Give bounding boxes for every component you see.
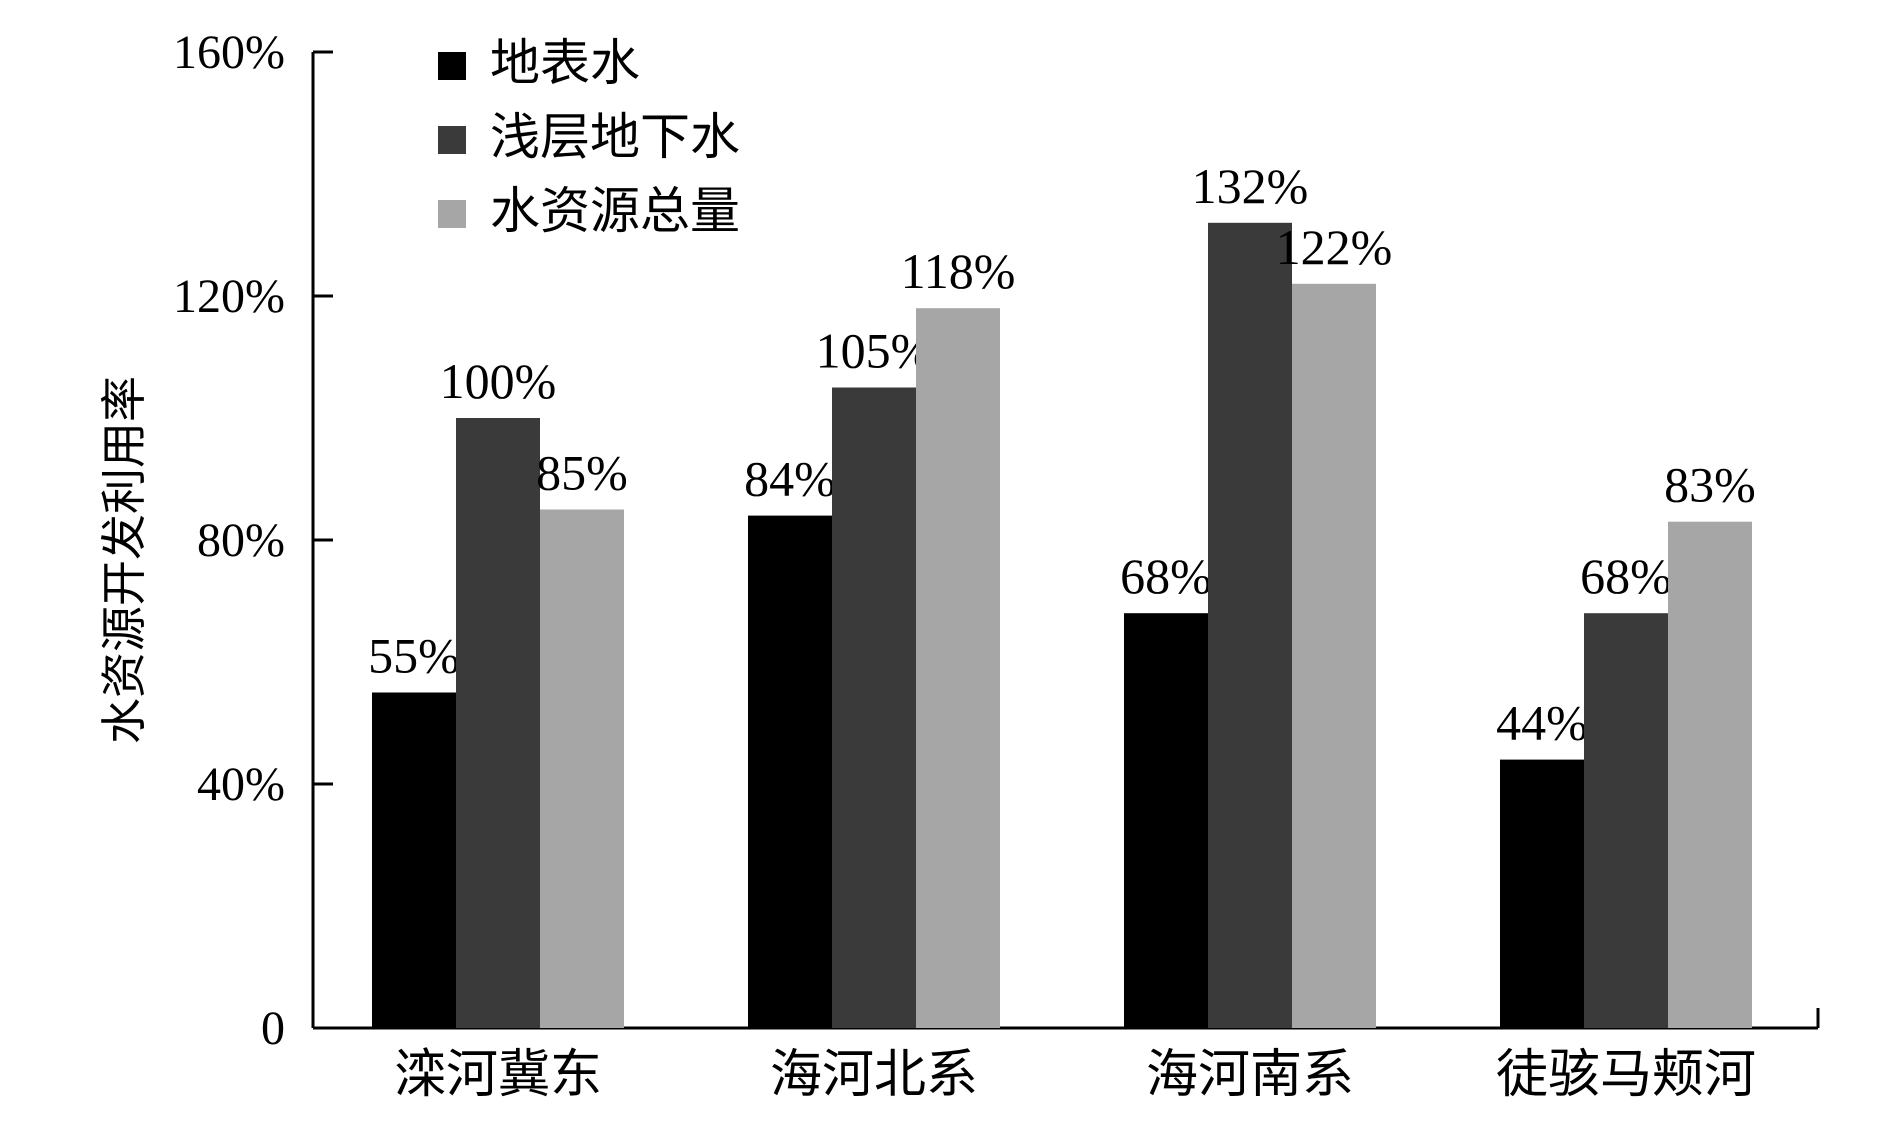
bar	[916, 308, 1000, 1028]
data-label: 105%	[816, 323, 933, 379]
bar	[456, 418, 540, 1028]
y-tick-label: 40%	[197, 758, 285, 811]
data-label: 83%	[1664, 457, 1756, 513]
x-category-label: 徒骇马颊河	[1496, 1045, 1756, 1105]
bar	[1584, 613, 1668, 1028]
y-tick-label: 0	[261, 1002, 285, 1055]
x-category-label: 海河南系	[1146, 1045, 1354, 1105]
legend-swatch	[438, 200, 466, 228]
data-label: 122%	[1276, 219, 1393, 275]
data-label: 100%	[440, 353, 557, 409]
legend-label: 地表水	[490, 34, 640, 92]
bar	[372, 692, 456, 1028]
bar	[1292, 283, 1376, 1028]
data-label: 68%	[1120, 548, 1212, 604]
bar	[1124, 613, 1208, 1028]
data-label: 85%	[536, 445, 628, 501]
legend-label: 水资源总量	[490, 182, 740, 240]
legend-label: 浅层地下水	[490, 108, 740, 166]
data-label: 55%	[368, 628, 460, 684]
data-label: 44%	[1496, 695, 1588, 751]
data-label: 132%	[1192, 158, 1309, 214]
y-tick-label: 80%	[197, 514, 285, 567]
y-tick-label: 120%	[173, 270, 285, 323]
legend-swatch	[438, 52, 466, 80]
data-label: 68%	[1580, 548, 1672, 604]
bar	[1208, 222, 1292, 1029]
bar	[748, 515, 832, 1028]
y-tick-label: 160%	[173, 26, 285, 79]
data-label: 118%	[901, 243, 1016, 299]
x-category-label: 海河北系	[770, 1045, 978, 1105]
y-axis-title: 水资源开发利用率	[97, 376, 151, 744]
bar	[540, 509, 624, 1028]
bar	[1500, 759, 1584, 1028]
bar	[832, 387, 916, 1028]
data-label: 84%	[744, 451, 836, 507]
legend-swatch	[438, 126, 466, 154]
bar	[1668, 521, 1752, 1028]
plot-area: 0 40% 80% 120% 160% 55% 100% 85% 滦河冀东 84% 105% 118%…	[173, 26, 1820, 1105]
x-category-label: 滦河冀东	[394, 1045, 602, 1105]
